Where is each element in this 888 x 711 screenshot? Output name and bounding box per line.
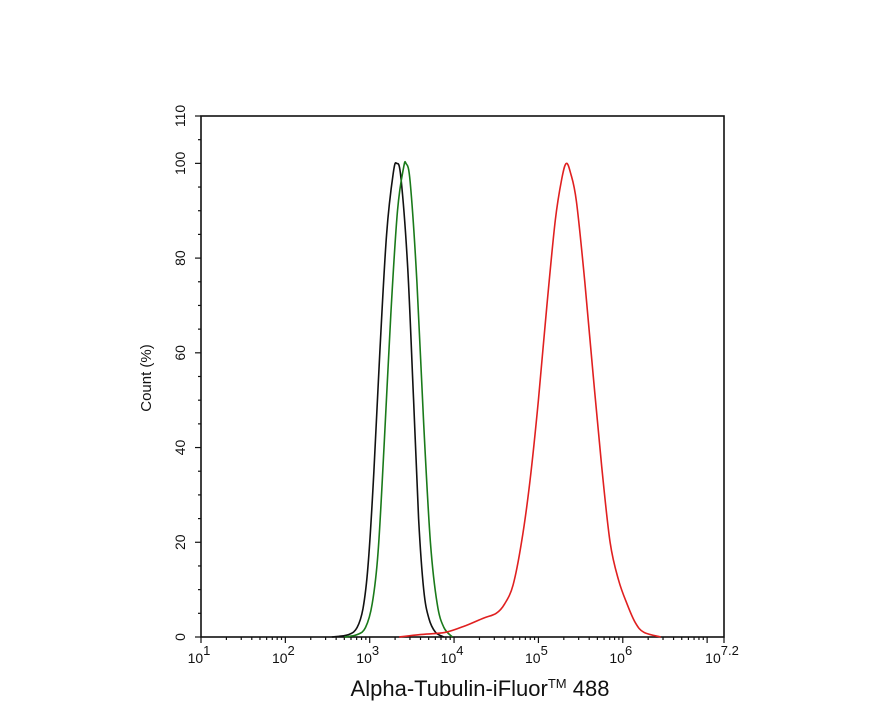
y-tick-label: 100 xyxy=(172,151,188,175)
y-axis: 0 20 40 60 80 100 110 xyxy=(172,105,201,641)
series-line-1 xyxy=(344,160,454,638)
x-tick-label: 102 xyxy=(272,643,295,666)
series-line-0 xyxy=(331,162,445,638)
y-tick-label: 110 xyxy=(172,105,188,128)
y-tick-label: 60 xyxy=(172,345,188,361)
x-axis-title: Alpha-Tubulin-iFluorTM 488 xyxy=(351,676,610,701)
x-tick-label: 107.2 xyxy=(705,643,739,666)
x-tick-label: 106 xyxy=(609,643,632,666)
x-tick-label: 104 xyxy=(441,643,464,666)
series-line-2 xyxy=(399,162,661,638)
y-axis-title: Count (%) xyxy=(138,344,155,412)
y-tick-label: 80 xyxy=(172,250,188,266)
plot-frame xyxy=(200,115,725,638)
y-tick-label: 0 xyxy=(172,633,188,641)
x-axis: 101 102 103 104 105 106 107.2 xyxy=(188,637,739,666)
x-tick-label: 103 xyxy=(356,643,379,666)
x-axis-title-sup: TM xyxy=(548,676,567,691)
series-layer xyxy=(331,160,661,638)
y-tick-label: 40 xyxy=(172,440,188,456)
x-tick-label: 105 xyxy=(525,643,548,666)
plot-border xyxy=(200,115,725,638)
y-tick-label: 20 xyxy=(172,534,188,550)
x-axis-title-main: Alpha-Tubulin-iFluor xyxy=(351,676,548,701)
x-tick-label: 101 xyxy=(188,643,211,666)
x-axis-title-tail: 488 xyxy=(567,676,610,701)
